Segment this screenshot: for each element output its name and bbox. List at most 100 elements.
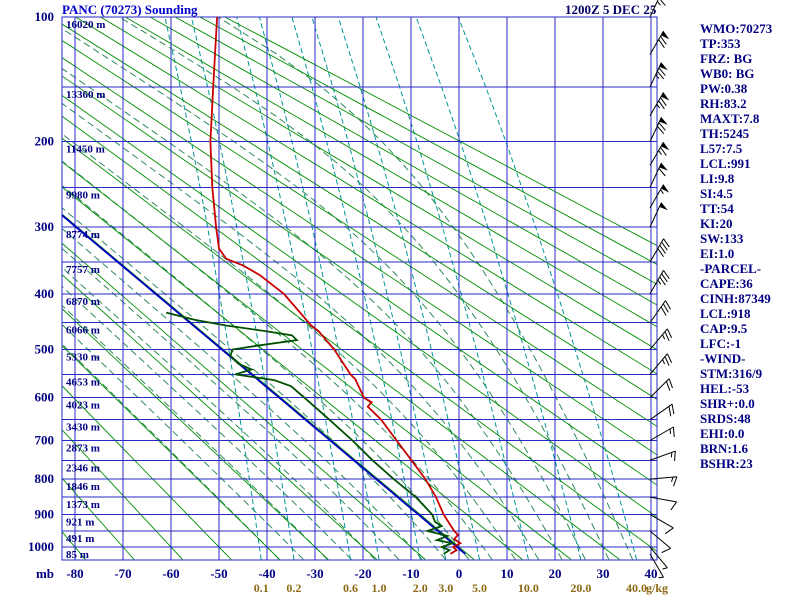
height-label: 9980 m bbox=[66, 189, 100, 201]
pressure-tick-label: 600 bbox=[35, 390, 55, 405]
moist-adiabats bbox=[62, 17, 633, 560]
height-label: 1846 m bbox=[66, 481, 100, 493]
stats-panel: WMO:70273 TP:353 FRZ: BG WB0: BG PW:0.38 RH:8… bbox=[700, 21, 798, 471]
dry-adiabats bbox=[62, 17, 657, 560]
stat-line: WB0: BG bbox=[700, 66, 755, 81]
temperature-tick-label: -20 bbox=[354, 566, 371, 581]
temperature-tick-label: 40 bbox=[645, 566, 658, 581]
wind-barb bbox=[649, 553, 664, 579]
wind-barb bbox=[649, 450, 676, 462]
height-label: 921 m bbox=[66, 516, 94, 528]
pressure-tick-label: 200 bbox=[35, 134, 55, 149]
wind-barb bbox=[649, 30, 670, 55]
wind-barb bbox=[649, 378, 673, 399]
wind-barb bbox=[649, 141, 670, 166]
stat-line: HEL:-53 bbox=[700, 381, 750, 396]
height-labels: 16020 m 13360 m 11450 m 9980 m 8774 m 7757 m 6… bbox=[66, 19, 105, 561]
height-label: 6870 m bbox=[66, 296, 100, 308]
wind-barb bbox=[649, 162, 668, 188]
mixing-ratio-tick-label: 1.0 bbox=[372, 581, 387, 595]
chart-title: PANC (70273) Sounding bbox=[62, 2, 198, 17]
mixing-ratio-tick-label: 10.0 bbox=[518, 581, 539, 595]
wind-barb bbox=[649, 546, 668, 570]
mixing-ratio-tick-label: 3.0 bbox=[438, 581, 453, 595]
stat-line: EI:1.0 bbox=[700, 246, 735, 261]
sounding-traces bbox=[165, 17, 463, 555]
pressure-tick-label: 700 bbox=[35, 433, 55, 448]
temperature-tick-label: -80 bbox=[66, 566, 83, 581]
chart-datetime: 1200Z 5 DEC 25 bbox=[565, 2, 657, 17]
mixing-ratio-tick-label: 20.0 bbox=[570, 581, 591, 595]
temperature-tick-label: -10 bbox=[402, 566, 419, 581]
height-label: 491 m bbox=[66, 533, 94, 545]
pressure-unit-label: mb bbox=[36, 566, 54, 581]
wind-barb bbox=[649, 353, 673, 375]
stat-line: CAP:9.5 bbox=[700, 321, 748, 336]
pressure-tick-label: 100 bbox=[35, 9, 55, 24]
temperature-tick-label: -30 bbox=[306, 566, 323, 581]
height-label: 85 m bbox=[66, 549, 89, 561]
mixing-ratio-tick-label: 2.0 bbox=[413, 581, 428, 595]
height-label: 3430 m bbox=[66, 422, 100, 434]
stat-line: TH:5245 bbox=[700, 126, 750, 141]
stat-line: SRDS:48 bbox=[700, 411, 751, 426]
temperature-tick-label: -50 bbox=[210, 566, 227, 581]
mixing-ratio-tick-label: 0.1 bbox=[254, 581, 269, 595]
stat-line: CAPE:36 bbox=[700, 276, 753, 291]
temperature-tick-label: 10 bbox=[501, 566, 514, 581]
pressure-tick-label: 500 bbox=[35, 341, 55, 356]
wind-barb bbox=[649, 117, 668, 142]
parcel-trace bbox=[62, 213, 466, 555]
pressure-tick-label: 900 bbox=[35, 506, 55, 521]
stat-line: RH:83.2 bbox=[700, 96, 747, 111]
stat-line: FRZ: BG bbox=[700, 51, 753, 66]
temperature-tick-label: -60 bbox=[162, 566, 179, 581]
height-label: 16020 m bbox=[66, 19, 105, 31]
mixing-ratio-tick-label: 40.0 bbox=[626, 581, 647, 595]
stat-line: EHI:0.0 bbox=[700, 426, 745, 441]
mixing-ratio-unit-label: g/kg bbox=[646, 581, 668, 595]
stat-line: BSHR:23 bbox=[700, 456, 753, 471]
height-label: 8774 m bbox=[66, 229, 100, 241]
stat-line: MAXT:7.8 bbox=[700, 111, 760, 126]
height-label: 5330 m bbox=[66, 351, 100, 363]
temperature-tick-label: 20 bbox=[549, 566, 562, 581]
height-label: 1373 m bbox=[66, 499, 100, 511]
wind-barb bbox=[649, 202, 668, 228]
dewpoint-trace bbox=[165, 311, 456, 555]
stat-line: BRN:1.6 bbox=[700, 441, 749, 456]
height-label: 7757 m bbox=[66, 264, 100, 276]
stat-line: TP:353 bbox=[700, 36, 741, 51]
wind-barb bbox=[649, 426, 675, 441]
stat-line: SW:133 bbox=[700, 231, 744, 246]
wind-barbs bbox=[649, 0, 678, 579]
pressure-temperature-grid bbox=[61, 16, 658, 561]
wind-barb bbox=[649, 476, 678, 487]
stat-line: L57:7.5 bbox=[700, 141, 743, 156]
temperature-tick-label: 0 bbox=[456, 566, 463, 581]
stat-line: KI:20 bbox=[700, 216, 733, 231]
stat-line: PW:0.38 bbox=[700, 81, 748, 96]
wind-barb bbox=[649, 403, 675, 421]
wind-barb bbox=[649, 238, 670, 263]
mixing-ratio-lines bbox=[164, 17, 638, 560]
wind-barb bbox=[649, 513, 674, 535]
pressure-tick-label: 800 bbox=[35, 471, 55, 486]
wind-barb bbox=[649, 62, 668, 88]
height-label: 13360 m bbox=[66, 89, 105, 101]
wind-barb bbox=[649, 300, 671, 324]
stat-line: WMO:70273 bbox=[700, 21, 773, 36]
mixing-ratio-tick-label: 0.6 bbox=[343, 581, 358, 595]
wind-barb bbox=[649, 328, 673, 350]
stat-line: LI:9.8 bbox=[700, 171, 735, 186]
pressure-tick-label: 1000 bbox=[28, 539, 54, 554]
stat-line: TT:54 bbox=[700, 201, 734, 216]
temperature-trace bbox=[209, 17, 463, 555]
wind-barb bbox=[649, 92, 670, 116]
height-label: 4653 m bbox=[66, 376, 100, 388]
temperature-tick-label: 30 bbox=[597, 566, 610, 581]
plot-frame bbox=[61, 16, 658, 561]
